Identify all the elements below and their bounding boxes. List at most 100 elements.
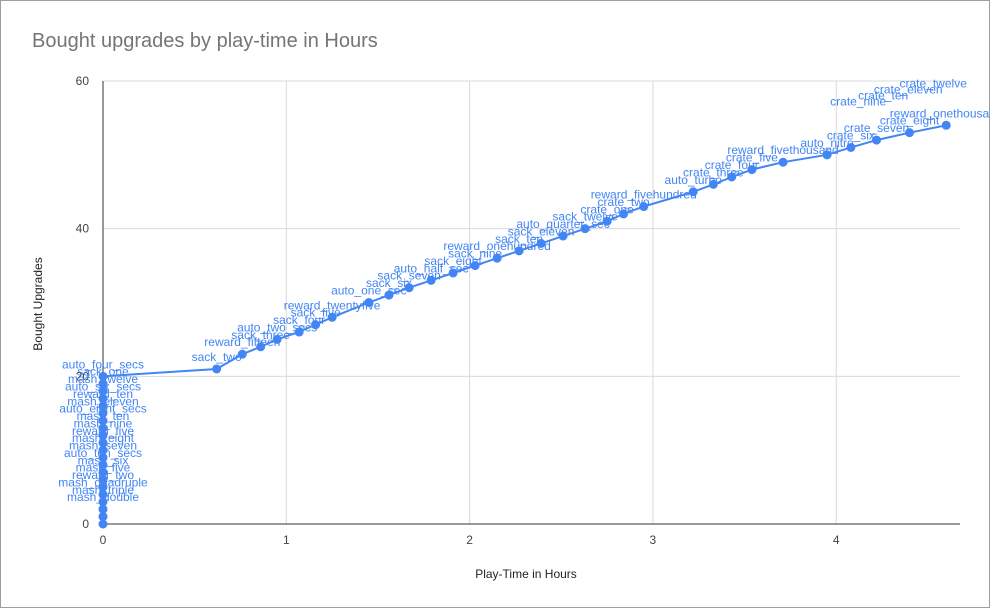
x-tick-label: 0 bbox=[100, 533, 107, 547]
data-point bbox=[98, 386, 108, 396]
y-tick-label: 20 bbox=[76, 369, 90, 383]
point-label: reward_onehundred bbox=[443, 239, 550, 253]
point-label: crate_seven bbox=[844, 121, 909, 135]
data-point bbox=[237, 349, 247, 359]
point-label: crate_two bbox=[598, 195, 650, 209]
data-point bbox=[514, 246, 524, 256]
point-label: sack_eleven bbox=[508, 224, 575, 238]
data-point bbox=[98, 401, 108, 411]
data-point bbox=[272, 334, 282, 344]
data-point bbox=[708, 179, 718, 189]
data-point bbox=[619, 209, 629, 219]
data-point bbox=[846, 142, 856, 152]
annotation-label: crate_nine bbox=[830, 94, 886, 108]
x-tick-labels: 0 1 2 3 4 bbox=[100, 533, 840, 547]
data-point bbox=[688, 187, 698, 197]
data-point bbox=[98, 371, 108, 381]
point-label: sack_two bbox=[192, 350, 242, 364]
point-label: crate_six bbox=[827, 128, 875, 142]
data-point bbox=[98, 430, 108, 440]
x-tick-label: 2 bbox=[466, 533, 473, 547]
point-label: reward_onethousand bbox=[890, 106, 990, 120]
data-point bbox=[98, 453, 108, 463]
data-point bbox=[98, 519, 108, 529]
data-point bbox=[536, 238, 546, 248]
data-point bbox=[602, 216, 612, 226]
data-point bbox=[727, 172, 737, 182]
data-point bbox=[822, 150, 832, 160]
series-line bbox=[102, 124, 947, 524]
data-point bbox=[256, 342, 266, 352]
data-point bbox=[426, 275, 436, 285]
y-tick-label: 40 bbox=[76, 222, 90, 236]
data-points bbox=[98, 120, 951, 529]
point-labels: mash_doublemash_triplemash_quadruplerewa… bbox=[58, 106, 990, 504]
data-point bbox=[294, 327, 304, 337]
data-point bbox=[448, 268, 458, 278]
annotation-label: crate_twelve bbox=[900, 76, 968, 90]
y-axis-title: Bought Upgrades bbox=[31, 257, 45, 350]
point-label: sack_twelve bbox=[552, 210, 618, 224]
data-point bbox=[98, 489, 108, 499]
point-label: sack_nine bbox=[448, 247, 502, 261]
data-point bbox=[558, 231, 568, 241]
point-label: reward_fivethousand bbox=[727, 143, 838, 157]
x-axis-title: Play-Time in Hours bbox=[475, 567, 577, 581]
point-label: auto_four_secs bbox=[62, 357, 144, 371]
data-point bbox=[872, 135, 882, 145]
point-label: sack_ten bbox=[495, 232, 543, 246]
data-point bbox=[364, 298, 374, 307]
data-point bbox=[98, 460, 108, 470]
data-point bbox=[905, 128, 915, 138]
point-label: auto_turbo bbox=[665, 173, 723, 187]
x-tick-label: 4 bbox=[833, 533, 840, 547]
annotation-label: crate_ten bbox=[858, 88, 908, 102]
data-point bbox=[98, 423, 108, 433]
data-point bbox=[941, 120, 951, 130]
data-point bbox=[327, 312, 337, 322]
data-point bbox=[98, 379, 108, 389]
point-label: sack_one bbox=[77, 365, 129, 379]
x-tick-label: 1 bbox=[283, 533, 290, 547]
y-tick-labels: 0 20 40 60 bbox=[76, 74, 90, 531]
chart-title: Bought upgrades by play-time in Hours bbox=[32, 30, 378, 52]
data-point bbox=[747, 165, 757, 175]
data-point bbox=[98, 408, 108, 418]
data-point bbox=[98, 482, 108, 492]
point-label: sack_six bbox=[366, 276, 412, 290]
point-label: reward_fivehundred bbox=[591, 188, 697, 202]
data-point bbox=[98, 438, 108, 448]
data-point bbox=[98, 512, 108, 522]
data-point bbox=[98, 445, 108, 455]
data-point bbox=[98, 475, 108, 485]
annotation-label: crate_eleven bbox=[874, 82, 943, 96]
point-label: reward_twentyfive bbox=[284, 298, 381, 312]
annotation-labels: crate_ninecrate_tencrate_elevencrate_twe… bbox=[830, 76, 967, 108]
data-point bbox=[98, 497, 108, 507]
data-point bbox=[470, 261, 480, 271]
point-label: auto_nitro bbox=[800, 136, 854, 150]
gridlines bbox=[103, 80, 960, 524]
data-point bbox=[384, 290, 394, 300]
point-label: sack_eight bbox=[424, 254, 482, 268]
data-point bbox=[580, 224, 590, 234]
data-point bbox=[212, 364, 222, 374]
y-tick-label: 60 bbox=[76, 74, 90, 88]
data-point bbox=[639, 202, 649, 212]
data-point bbox=[98, 467, 108, 477]
data-point bbox=[98, 504, 108, 514]
data-point bbox=[778, 157, 788, 167]
data-point bbox=[98, 393, 108, 403]
data-point bbox=[404, 283, 414, 293]
data-point bbox=[311, 320, 321, 330]
point-label: sack_seven bbox=[377, 269, 440, 283]
y-tick-label: 0 bbox=[82, 517, 89, 531]
x-tick-label: 3 bbox=[650, 533, 657, 547]
point-label: crate_four bbox=[705, 158, 759, 172]
data-point bbox=[98, 416, 108, 426]
point-label: crate_five bbox=[726, 151, 778, 165]
data-point bbox=[492, 253, 502, 263]
point-label: crate_eight bbox=[880, 114, 940, 128]
